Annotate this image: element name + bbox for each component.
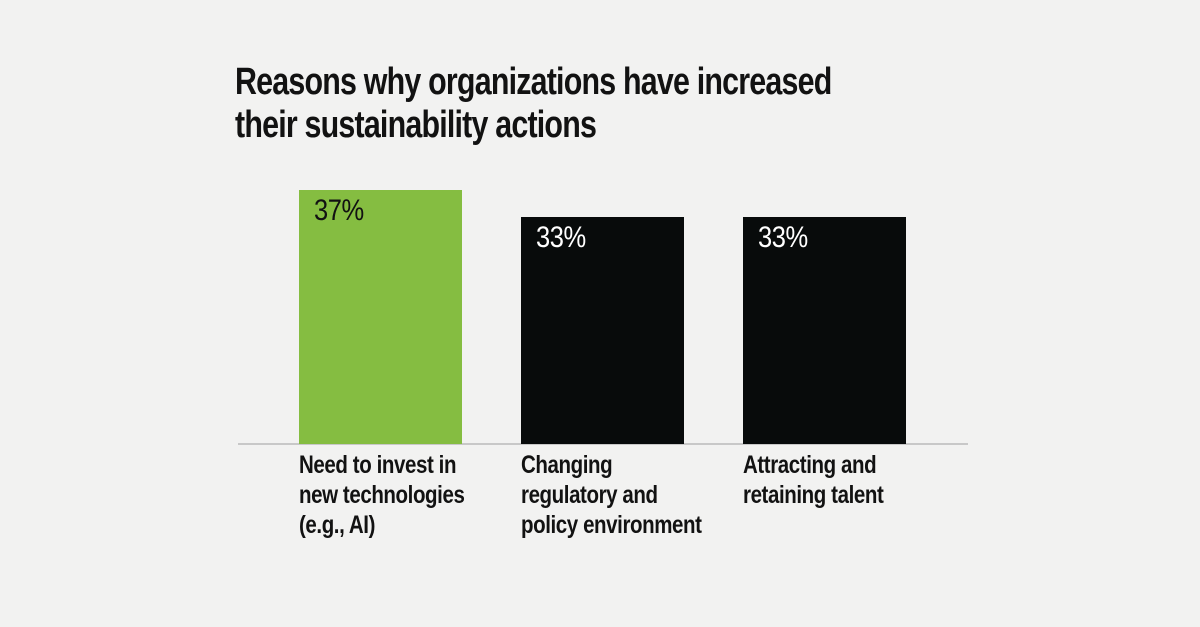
- bar-category-label: Changing regulatory and policy environme…: [521, 451, 702, 539]
- bar-value-label: 33%: [536, 221, 586, 254]
- x-axis-line: [238, 443, 968, 445]
- bar-value-label: 37%: [314, 194, 364, 227]
- bar: 33%: [521, 217, 684, 444]
- bar: 33%: [743, 217, 906, 444]
- bar: 37%: [299, 190, 462, 444]
- bar-category-label: Attracting and retaining talent: [743, 451, 884, 509]
- bar-value-label: 33%: [758, 221, 808, 254]
- chart-title: Reasons why organizations have increased…: [235, 61, 832, 146]
- bar-category-label: Need to invest in new technologies (e.g.…: [299, 451, 465, 539]
